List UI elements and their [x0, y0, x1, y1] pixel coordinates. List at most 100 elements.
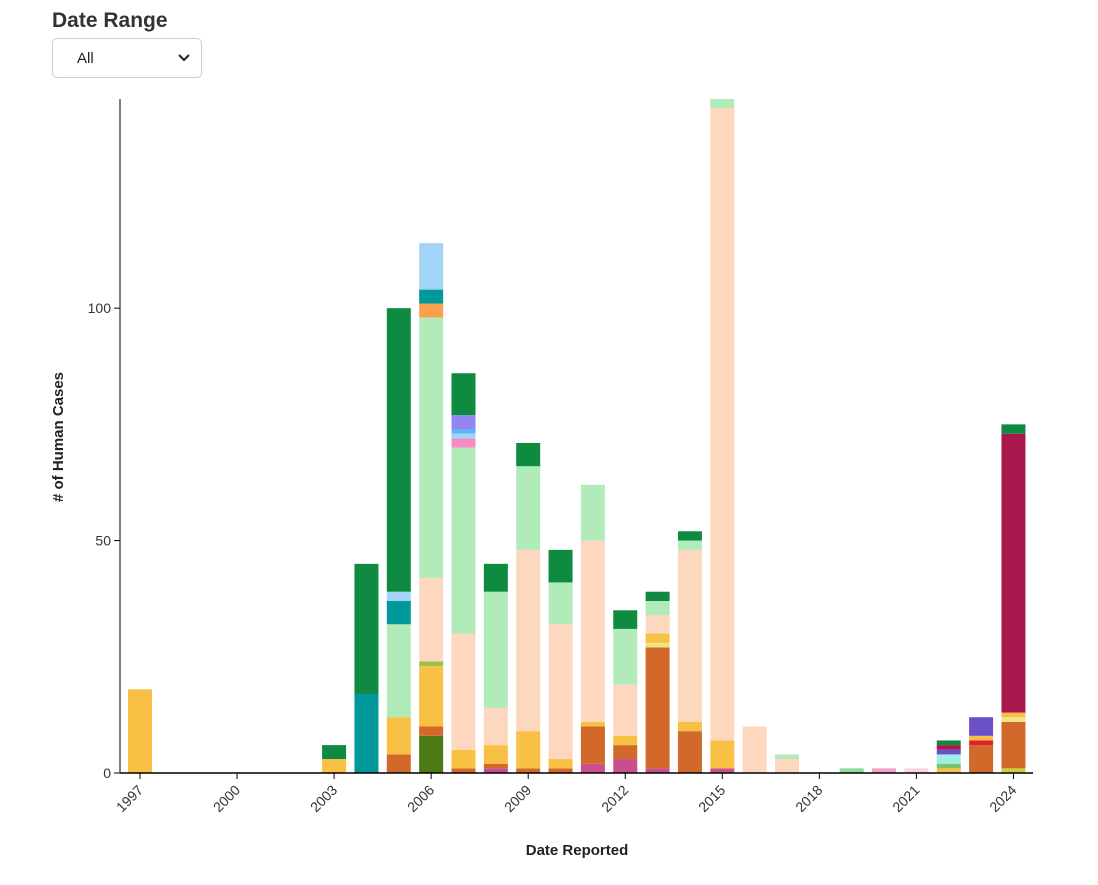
bar-segment-2024 [1001, 433, 1026, 713]
bar-segment-2005 [386, 754, 411, 773]
bar-segment-2014 [677, 731, 702, 773]
bar-segment-2024 [1001, 721, 1026, 769]
bar-segment-2013 [645, 768, 670, 773]
bar-segment-2013 [645, 642, 670, 648]
x-tick-label: 2021 [889, 782, 922, 815]
bar-segment-2004 [354, 563, 379, 694]
bar-segment-2009 [516, 442, 541, 467]
date-range-select[interactable]: All [52, 38, 202, 78]
bar-segment-2011 [580, 721, 605, 727]
bar-segment-2007 [451, 429, 476, 434]
bar-segment-2007 [451, 749, 476, 769]
bar-segment-2012 [613, 610, 638, 629]
bar-segment-2009 [516, 731, 541, 769]
bar-segment-2022 [936, 745, 961, 750]
x-axis-label: Date Reported [526, 842, 629, 859]
x-tick-label: 2024 [986, 782, 1019, 815]
date-range-value: All [77, 49, 94, 67]
bar-segment-2008 [483, 768, 508, 773]
bar-segment-2006 [419, 303, 444, 318]
bar-segment-2005 [386, 601, 411, 625]
bar-segment-2012 [613, 759, 638, 773]
bar-segment-2006 [419, 317, 444, 578]
bar-segment-2022 [936, 768, 961, 773]
bar-segment-2020 [872, 768, 897, 773]
bar-segment-2012 [613, 628, 638, 685]
bar-segment-2010 [548, 768, 573, 773]
bar-segment-2004 [354, 693, 379, 773]
x-tick-label: 2015 [695, 782, 728, 815]
bar-segment-2011 [580, 763, 605, 773]
bar-segment-2006 [419, 243, 444, 290]
bar-segment-2023 [969, 717, 994, 736]
y-tick-label: 0 [103, 765, 111, 781]
bar-segment-2005 [386, 717, 411, 755]
bar-segment-2015 [710, 108, 735, 741]
bar-segment-2006 [419, 666, 444, 727]
bar-segment-2011 [580, 484, 605, 541]
bar-segment-2024 [1001, 717, 1026, 722]
bar-segment-2008 [483, 707, 508, 746]
bar-segment-2005 [386, 624, 411, 718]
bar-segment-2021 [904, 768, 929, 773]
bar-segment-2006 [419, 661, 444, 667]
bar-segment-2012 [613, 735, 638, 746]
date-range-title: Date Range [52, 9, 168, 32]
bar-segment-2006 [419, 726, 444, 736]
bar-segment-2022 [936, 749, 961, 755]
bar-segment-2011 [580, 726, 605, 764]
bar-segment-2007 [451, 433, 476, 439]
bar-segment-2010 [548, 549, 573, 583]
bar-segment-2023 [969, 735, 994, 741]
bar-segment-2016 [742, 726, 767, 773]
bar-segment-2024 [1001, 768, 1026, 773]
bar-segment-2008 [483, 591, 508, 708]
bar-segment-2013 [645, 601, 670, 615]
bar-segment-2013 [645, 647, 670, 769]
bar-segment-1997 [128, 689, 152, 773]
bar-segment-2023 [969, 740, 994, 746]
bar-segment-2009 [516, 466, 541, 550]
bar-segment-2022 [936, 754, 961, 764]
bar-segment-2015 [710, 99, 735, 109]
bar-segment-2003 [322, 745, 347, 760]
x-tick-label: 2006 [404, 782, 437, 815]
bar-segment-2019 [839, 768, 864, 773]
bar-segment-2006 [419, 577, 444, 662]
bar-segment-2010 [548, 624, 573, 760]
bar-segment-2011 [580, 540, 605, 722]
bar-segment-2006 [419, 289, 444, 304]
y-tick-label: 100 [88, 300, 112, 316]
y-axis-label: # of Human Cases [50, 372, 67, 502]
bar-segment-2013 [645, 633, 670, 643]
bar-segment-2017 [775, 759, 799, 773]
bar-segment-2007 [451, 768, 476, 773]
bar-segment-2022 [936, 763, 961, 769]
bar-segment-2012 [613, 684, 638, 736]
bar-segment-2003 [322, 759, 347, 773]
bar-segment-2010 [548, 582, 573, 625]
bar-segment-2014 [677, 531, 702, 541]
x-tick-label: 1997 [113, 782, 146, 815]
bar-segment-2013 [645, 591, 670, 602]
bar-segment-2007 [451, 438, 476, 448]
x-tick-label: 2018 [792, 782, 825, 815]
bar-segment-2014 [677, 540, 702, 550]
bar-segment-2008 [483, 745, 508, 764]
bar-segment-2015 [710, 768, 735, 773]
bar-segment-2014 [677, 721, 702, 732]
bar-segment-2012 [613, 745, 638, 760]
bar-segment-2009 [516, 768, 541, 773]
x-tick-label: 2009 [501, 782, 534, 815]
bar-segment-2007 [451, 415, 476, 430]
y-tick-label: 50 [95, 533, 111, 549]
bar-segment-2023 [969, 745, 994, 773]
bar-segment-2014 [677, 549, 702, 722]
x-tick-label: 2003 [307, 782, 340, 815]
bar-segment-2005 [386, 308, 411, 592]
x-tick-label: 2012 [598, 782, 631, 815]
bar-segment-2009 [516, 549, 541, 732]
bar-segment-2024 [1001, 712, 1026, 718]
bar-segment-2017 [775, 754, 799, 760]
